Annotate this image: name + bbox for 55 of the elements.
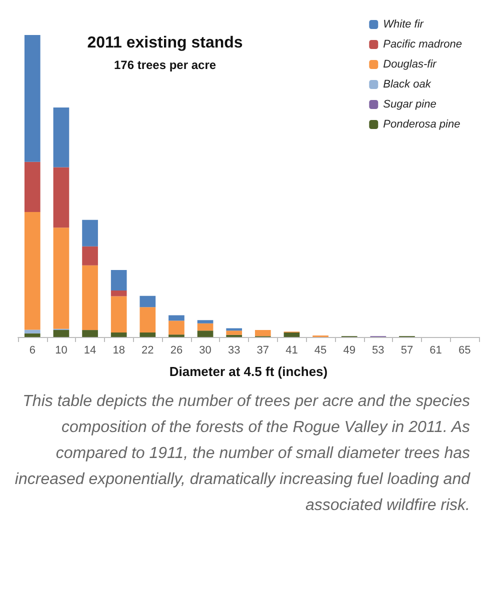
x-tick-label: 57 (400, 344, 414, 356)
x-tick-label: 45 (314, 344, 327, 356)
bar (53, 107, 70, 168)
x-tick-label: 65 (458, 344, 471, 356)
legend-label: White fir (383, 18, 425, 30)
bar (110, 290, 127, 296)
legend-label: Black oak (383, 78, 432, 90)
x-tick-label: 30 (199, 344, 212, 356)
legend-label: Ponderosa pine (383, 118, 460, 130)
bar (24, 333, 40, 337)
bar (110, 270, 127, 290)
x-tick-label: 61 (430, 344, 442, 356)
bar (53, 330, 70, 337)
x-tick-label: 33 (228, 344, 240, 356)
x-tick-label: 22 (142, 344, 154, 356)
bar (284, 332, 300, 337)
bar (254, 330, 271, 336)
bar (82, 265, 98, 330)
x-tick-label: 26 (170, 344, 183, 356)
bar (197, 320, 214, 324)
bar (110, 332, 127, 337)
legend-label: Douglas-fir (383, 58, 438, 70)
bar (24, 330, 40, 334)
text: 176 trees per acre (114, 58, 216, 72)
x-tick-label: 14 (84, 344, 96, 356)
x-tick-label: 53 (372, 344, 384, 356)
bar (24, 162, 40, 212)
bar (197, 330, 214, 337)
bar (82, 330, 98, 337)
legend-label: Pacific madrone (383, 38, 462, 50)
bar (82, 246, 98, 266)
bar (140, 332, 156, 337)
bar (53, 167, 70, 228)
text: This table depicts the number of trees per acre and the species composition of the forests of the Rogue Valley in 2011. As compared to 1911, the number of small diameter trees has increased exponentially, dramatically increasing fuel loading and associated wildfire risk. (14, 392, 470, 516)
x-tick-label: 37 (256, 344, 270, 356)
x-tick-label: 6 (29, 344, 36, 356)
bar (226, 328, 242, 331)
x-axis-title: Diameter at 4.5 ft (inches) (169, 364, 328, 379)
bar (24, 212, 40, 330)
bar (24, 35, 40, 162)
bar (226, 330, 242, 335)
x-tick-label: 41 (286, 344, 298, 356)
x-tick-label: 10 (55, 344, 68, 356)
bar (197, 323, 214, 331)
bar (168, 315, 184, 321)
bar (82, 220, 98, 246)
bar (110, 296, 127, 332)
chart-title: 2011 existing stands (87, 34, 243, 52)
bar (53, 228, 70, 329)
x-tick-label: 18 (112, 344, 125, 356)
legend-label: Sugar pine (383, 98, 436, 110)
bar (168, 320, 184, 335)
x-tick-label: 49 (343, 344, 356, 356)
bar (140, 307, 156, 332)
bar (140, 296, 156, 308)
